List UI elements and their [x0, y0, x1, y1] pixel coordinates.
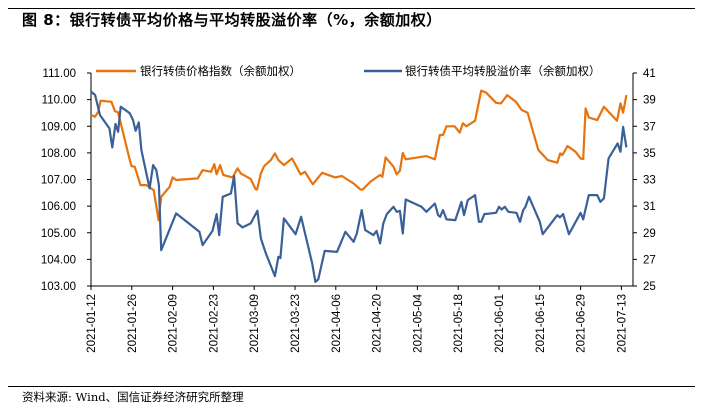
right-y-tick-label: 31	[643, 201, 656, 213]
x-tick-label: 2021-02-09	[168, 294, 180, 353]
right-y-tick-label: 37	[643, 121, 656, 133]
x-tick-label: 2021-04-06	[331, 294, 343, 353]
x-tick-label: 2021-01-26	[127, 294, 139, 353]
bottom-rule	[8, 386, 695, 387]
x-tick-label: 2021-06-01	[494, 294, 506, 353]
x-tick-label: 2021-04-20	[372, 294, 384, 353]
x-tick-label: 2021-06-15	[535, 294, 547, 353]
x-tick-label: 2021-06-29	[576, 294, 588, 353]
left-y-tick-label: 108.00	[41, 148, 76, 160]
right-y-tick-label: 41	[643, 68, 656, 80]
left-y-tick-label: 107.00	[41, 175, 76, 187]
x-tick-label: 2021-07-13	[616, 294, 628, 353]
right-y-tick-label: 27	[643, 254, 656, 266]
premium-rate-line	[90, 90, 628, 283]
chart-title: 图 8：银行转债平均价格与平均转股溢价率（%，余额加权）	[22, 11, 442, 29]
right-y-tick-label: 25	[643, 281, 656, 293]
left-y-tick-label: 103.00	[41, 281, 76, 293]
right-y-tick-label: 39	[643, 95, 656, 107]
right-y-tick-label: 33	[643, 175, 656, 187]
legend-label: 银行转债价格指数（余额加权）	[140, 64, 301, 78]
left-y-tick-label: 106.00	[41, 201, 76, 213]
left-y-tick-label: 111.00	[43, 68, 76, 80]
x-tick-label: 2021-03-09	[249, 294, 261, 353]
source-note: 资料来源: Wind、国信证券经济研究所整理	[22, 390, 244, 404]
top-rule	[8, 8, 695, 9]
x-tick-label: 2021-02-23	[208, 294, 220, 353]
x-tick-label: 2021-03-23	[290, 294, 302, 353]
left-y-tick-label: 104.00	[41, 254, 76, 266]
right-y-tick-label: 29	[643, 228, 656, 240]
left-y-tick-label: 110.00	[42, 95, 76, 107]
x-tick-label: 2021-01-12	[86, 294, 98, 353]
price-index-line	[90, 89, 628, 222]
left-y-tick-label: 109.00	[41, 121, 76, 133]
left-y-tick-label: 105.00	[41, 228, 76, 240]
legend-label: 银行转债平均转股溢价率（余额加权）	[405, 64, 601, 78]
right-y-tick-label: 35	[643, 148, 656, 160]
x-tick-label: 2021-05-18	[453, 294, 465, 353]
x-tick-label: 2021-05-04	[412, 293, 424, 352]
